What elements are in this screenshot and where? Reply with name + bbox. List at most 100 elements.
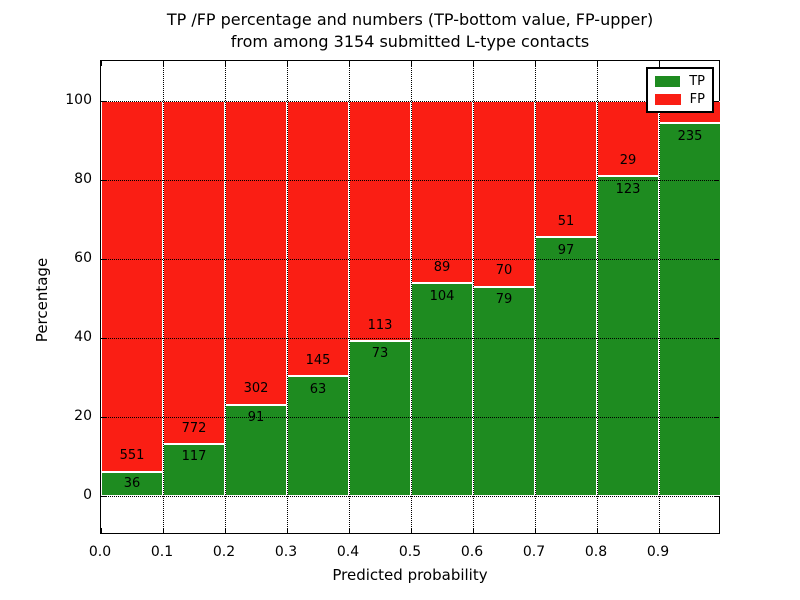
legend: TP FP (646, 67, 714, 113)
legend-label-tp: TP (689, 73, 705, 89)
x-tick-label: 0.7 (522, 544, 546, 560)
x-tick-label: 0.2 (212, 544, 236, 560)
tp-count-label: 91 (247, 409, 265, 425)
x-tick-mark (163, 528, 164, 533)
bar-segment-fp (163, 101, 225, 445)
bar-segment-fp (101, 101, 163, 472)
h-gridline (101, 417, 719, 418)
x-tick-mark (287, 528, 288, 533)
chart-title-line2: from among 3154 submitted L-type contact… (230, 32, 590, 51)
y-tick-mark (101, 496, 106, 497)
tp-count-label: 97 (557, 242, 575, 258)
bar-segment-tp (101, 471, 163, 496)
x-tick-mark-top (473, 61, 474, 66)
x-tick-mark-top (411, 61, 412, 66)
fp-count-label: 302 (243, 381, 269, 397)
fp-count-label: 89 (433, 259, 451, 275)
x-tick-mark-top (597, 61, 598, 66)
x-tick-mark-top (535, 61, 536, 66)
y-tick-mark-right (714, 259, 719, 260)
bar-segment-tp (225, 404, 287, 496)
y-tick-mark (101, 417, 106, 418)
y-tick-mark-right (714, 180, 719, 181)
x-tick-mark-top (163, 61, 164, 66)
x-tick-label: 0.6 (460, 544, 484, 560)
v-gridline (659, 61, 660, 533)
v-gridline (535, 61, 536, 533)
y-tick-label: 40 (74, 329, 92, 345)
legend-entry-fp: FP (655, 92, 705, 107)
x-tick-label: 0.8 (584, 544, 608, 560)
h-gridline (101, 101, 719, 102)
bar-segment-tp (411, 283, 473, 496)
tp-color-swatch-icon (655, 75, 681, 87)
x-tick-mark-top (287, 61, 288, 66)
fp-color-swatch-icon (655, 93, 681, 105)
v-gridline (411, 61, 412, 533)
x-tick-label: 0.4 (336, 544, 360, 560)
y-tick-mark-right (714, 496, 719, 497)
h-gridline (101, 259, 719, 260)
h-gridline (101, 180, 719, 181)
x-tick-mark-top (225, 61, 226, 66)
x-axis-label: Predicted probability (332, 566, 488, 584)
fp-count-label: 772 (181, 420, 207, 436)
plot-area: 36 551 117 772 91 302 63 145 73 113 104 89 79 70 97 51 1… (100, 60, 721, 534)
y-tick-mark (101, 180, 106, 181)
y-tick-label: 80 (74, 171, 92, 187)
tp-count-label: 63 (309, 381, 327, 397)
chart-title-line1: TP /FP percentage and numbers (TP-bottom… (166, 10, 654, 29)
y-tick-mark (101, 101, 106, 102)
x-tick-label: 0.1 (150, 544, 174, 560)
v-gridline (287, 61, 288, 533)
bar-segment-tp (349, 340, 411, 496)
y-tick-label: 100 (65, 92, 92, 108)
x-tick-mark (411, 528, 412, 533)
tp-count-label: 36 (123, 475, 141, 491)
x-tick-mark-top (659, 61, 660, 66)
v-gridline (597, 61, 598, 533)
fp-count-label: 29 (619, 152, 637, 168)
y-tick-mark (101, 259, 106, 260)
v-gridline (163, 61, 164, 533)
x-tick-label: 0.5 (398, 544, 422, 560)
y-tick-mark (101, 338, 106, 339)
bar-segment-fp (287, 101, 349, 377)
x-tick-label: 0.3 (274, 544, 298, 560)
x-tick-mark-top (101, 61, 102, 66)
h-gridline (101, 338, 719, 339)
y-tick-mark-right (714, 101, 719, 102)
fp-count-label: 70 (495, 263, 513, 279)
bar-segment-tp (163, 444, 225, 496)
tp-count-label: 79 (495, 292, 513, 307)
x-tick-label: 0.0 (88, 544, 112, 560)
x-tick-mark (535, 528, 536, 533)
x-tick-mark (349, 528, 350, 533)
tp-count-label: 235 (677, 128, 703, 144)
bar-segment-fp (411, 101, 473, 284)
bar-segment-tp (659, 123, 721, 496)
bar-segment-fp (225, 101, 287, 405)
bar-segment-tp (287, 376, 349, 496)
fp-count-label: 145 (305, 352, 331, 368)
x-tick-mark (225, 528, 226, 533)
v-gridline (473, 61, 474, 533)
x-tick-mark (473, 528, 474, 533)
fp-count-label: 113 (367, 317, 393, 333)
bar-segment-tp (473, 286, 535, 496)
bar-segment-tp (597, 176, 659, 496)
x-tick-mark (659, 528, 660, 533)
y-tick-label: 20 (74, 408, 92, 424)
fp-count-label: 51 (557, 213, 575, 229)
x-tick-label: 0.9 (646, 544, 670, 560)
x-tick-mark (597, 528, 598, 533)
bar-segment-tp (535, 237, 597, 496)
legend-entry-tp: TP (655, 74, 705, 89)
x-tick-mark (101, 528, 102, 533)
tp-count-label: 123 (615, 181, 641, 197)
y-tick-mark-right (714, 338, 719, 339)
fp-count-label: 551 (119, 448, 145, 464)
tp-count-label: 104 (429, 288, 455, 304)
legend-label-fp: FP (689, 91, 705, 107)
